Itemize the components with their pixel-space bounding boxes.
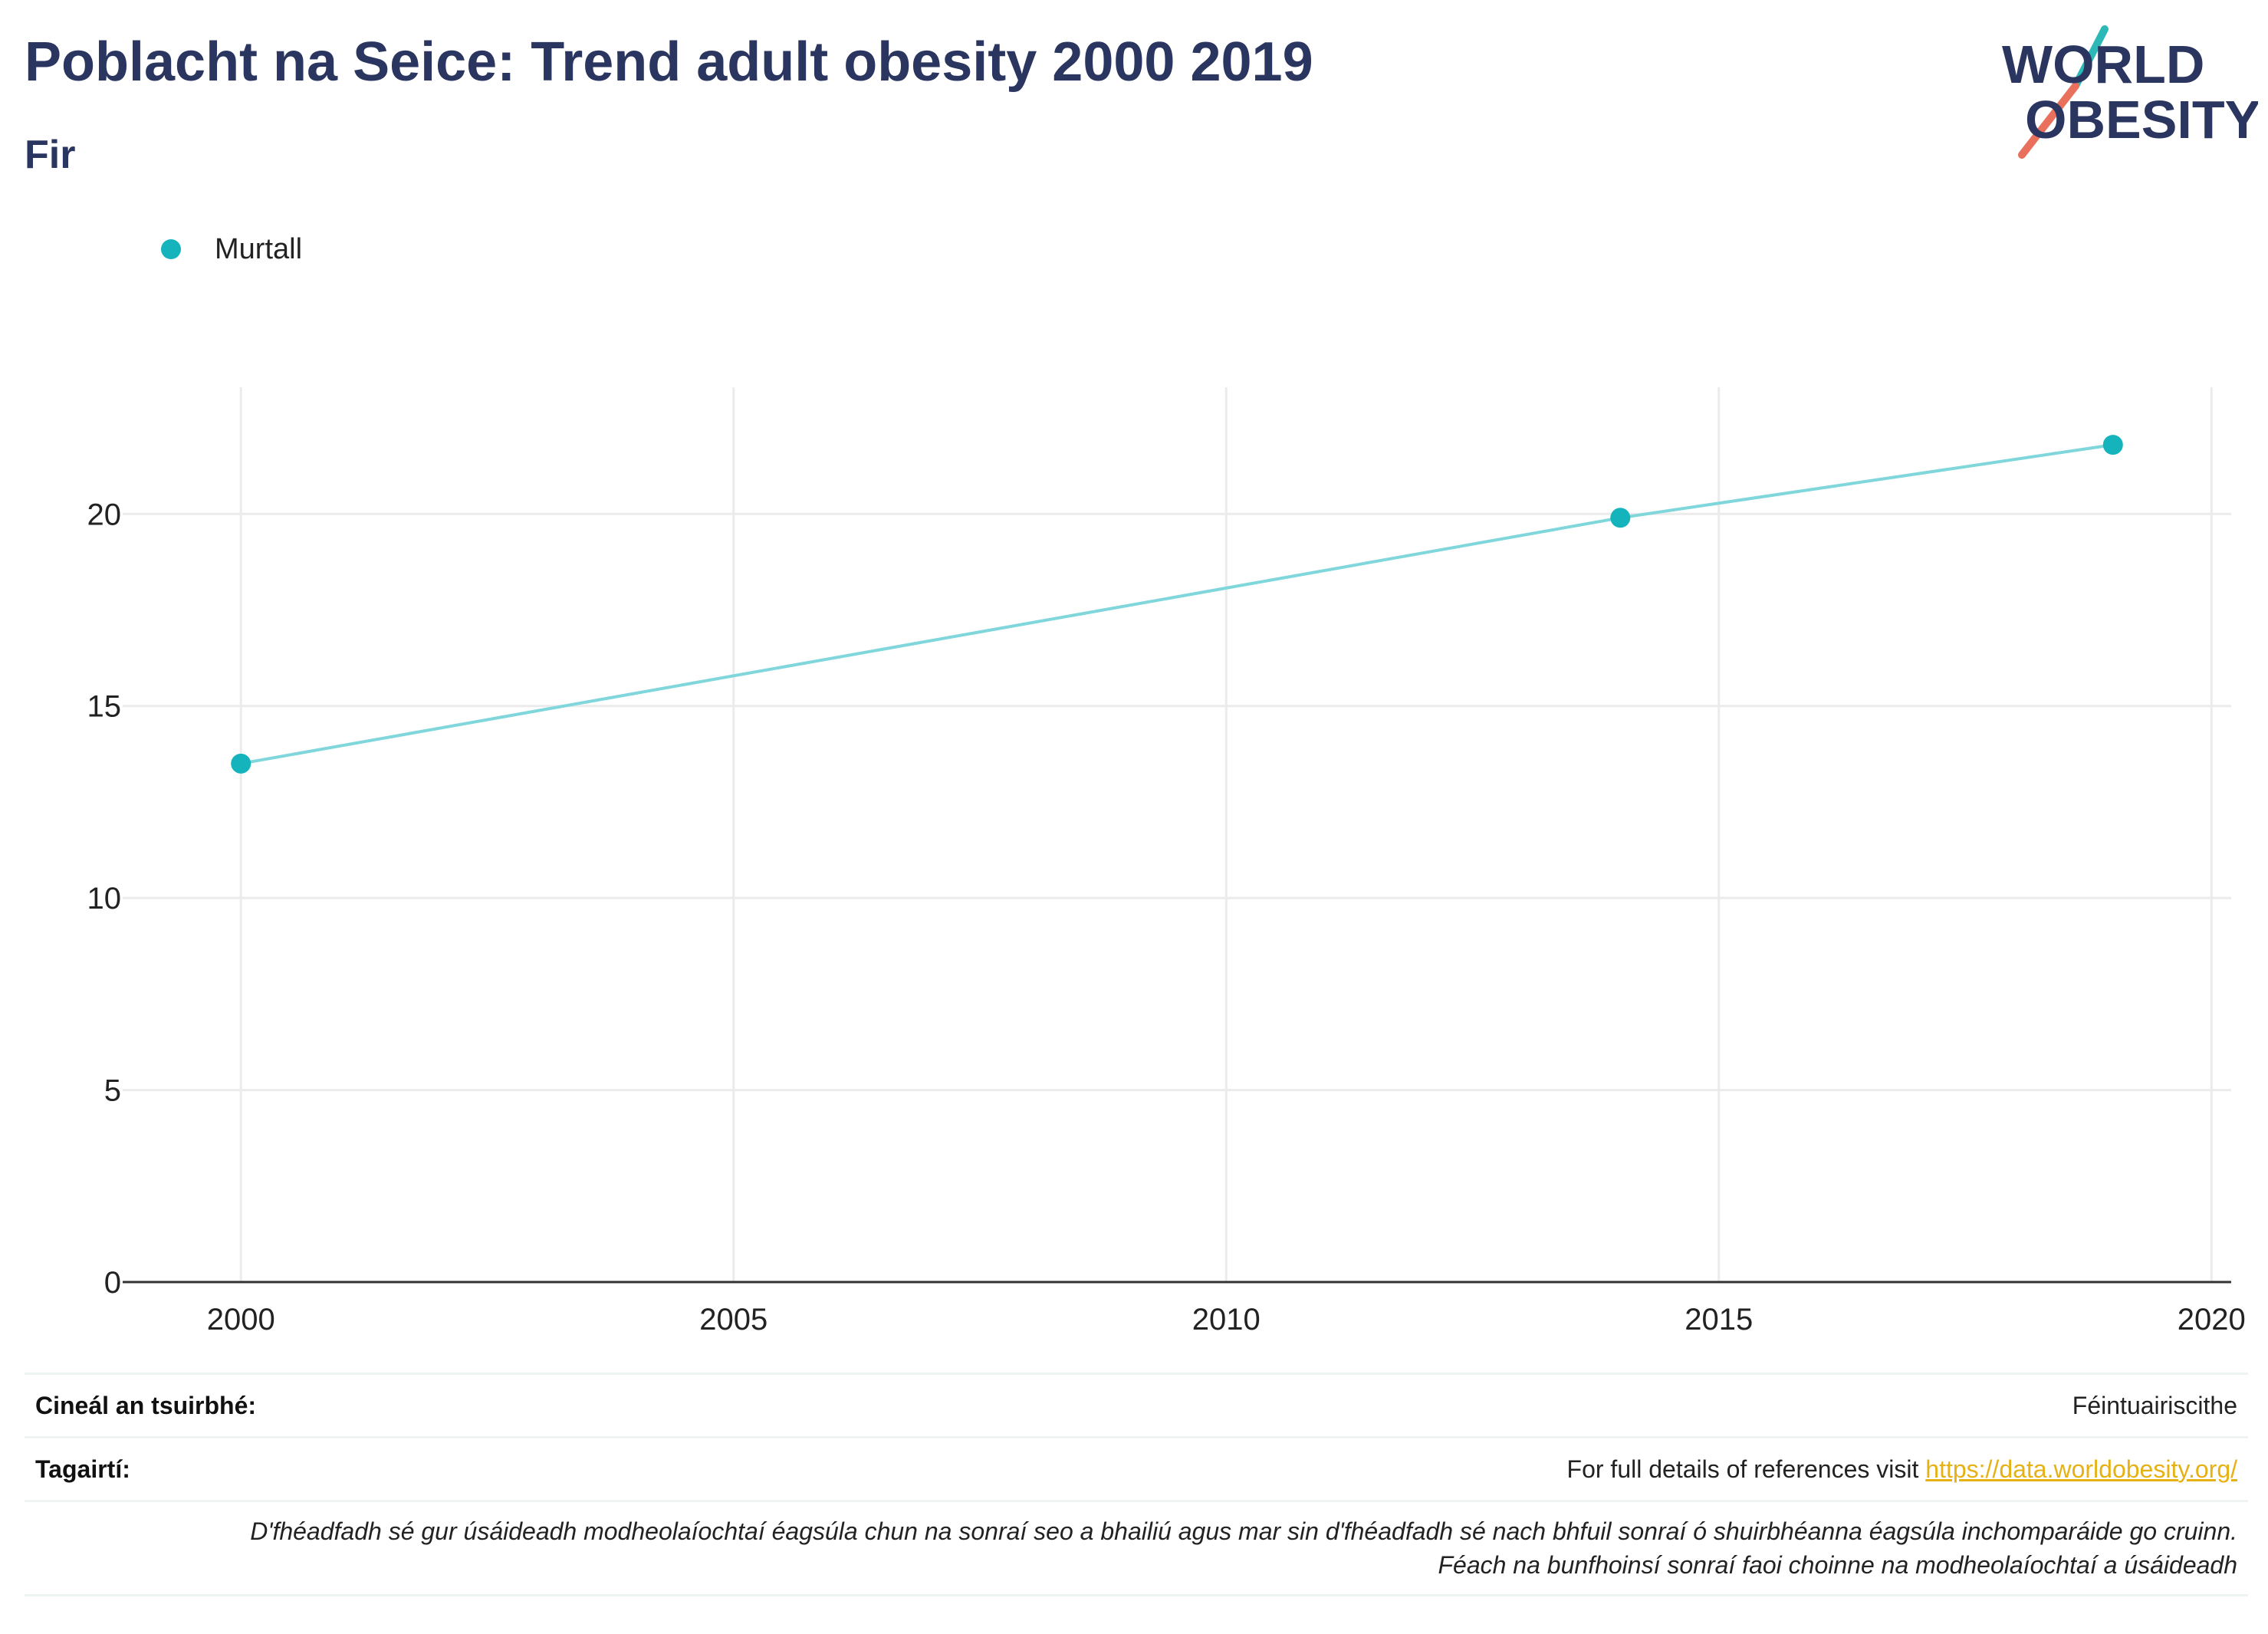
y-tick-label: 15	[87, 690, 122, 724]
references-row: Tagairtí: For full details of references…	[25, 1436, 2248, 1500]
methodology-note: D'fhéadfadh sé gur úsáideadh modheolaíoc…	[25, 1500, 2248, 1596]
data-point	[1610, 508, 1631, 528]
chart-footer: Cineál an tsuirbhé: Féintuairiscithe Tag…	[25, 1373, 2248, 1596]
references-value: For full details of references visit htt…	[1567, 1455, 2237, 1484]
page-title: Poblacht na Seice: Trend adult obesity 2…	[25, 31, 1313, 93]
data-point	[231, 753, 251, 774]
y-tick-label: 20	[87, 498, 122, 531]
methodology-note-line-1: D'fhéadfadh sé gur úsáideadh modheolaíoc…	[250, 1517, 2237, 1545]
y-tick-label: 0	[104, 1266, 121, 1300]
x-tick-label: 2015	[1685, 1303, 1753, 1336]
chart-legend: Murtall	[161, 226, 302, 272]
x-tick-label: 2000	[207, 1303, 275, 1336]
logo-text-world: WORLD	[2002, 35, 2204, 94]
methodology-note-line-2: Féach na bunfhoinsí sonraí faoi choinne …	[1438, 1551, 2237, 1579]
survey-type-label: Cineál an tsuirbhé:	[35, 1391, 257, 1419]
survey-type-row: Cineál an tsuirbhé: Féintuairiscithe	[25, 1373, 2248, 1436]
legend-marker	[161, 239, 181, 259]
x-tick-label: 2020	[2178, 1303, 2246, 1336]
references-link[interactable]: https://data.worldobesity.org/	[1925, 1455, 2237, 1483]
page-subtitle: Fir	[25, 133, 76, 177]
y-tick-label: 5	[104, 1074, 121, 1108]
data-point	[2102, 435, 2123, 455]
x-tick-label: 2005	[699, 1303, 768, 1336]
x-tick-label: 2010	[1192, 1303, 1261, 1336]
line-chart: 2000 2005 2010 2015 2020 0 5 10 15 20	[87, 387, 2246, 1336]
survey-type-value: Féintuairiscithe	[2072, 1391, 2237, 1419]
references-text: For full details of references visit	[1566, 1455, 1926, 1483]
logo-text-obesity: OBESITY	[2025, 90, 2258, 150]
series-line-murtall	[240, 443, 2114, 765]
legend-label-murtall: Murtall	[215, 232, 303, 265]
y-tick-label: 10	[87, 882, 122, 916]
references-label: Tagairtí:	[35, 1455, 130, 1483]
